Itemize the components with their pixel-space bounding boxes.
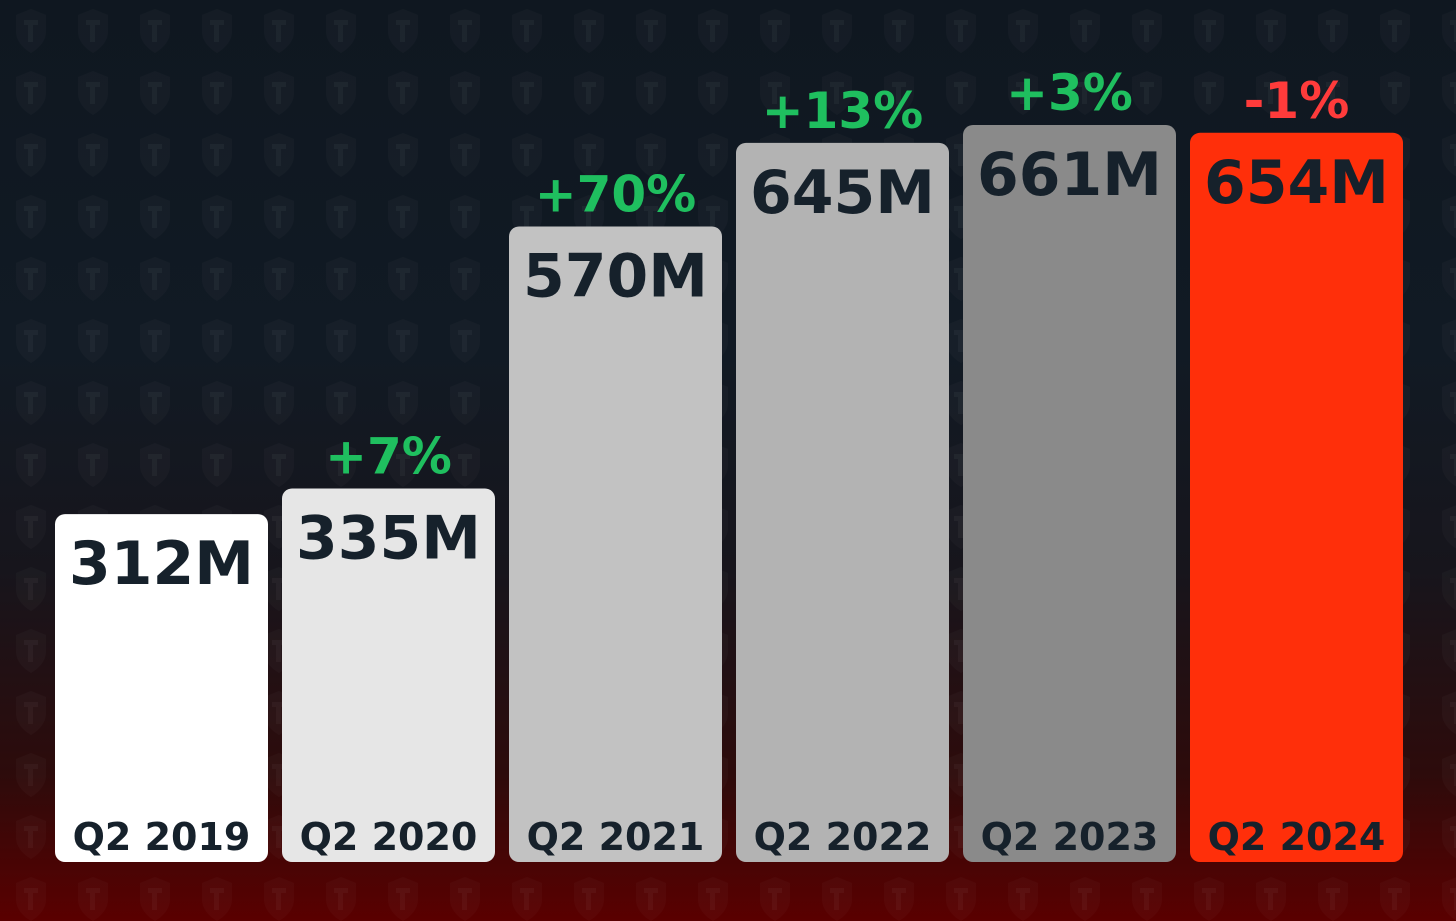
- change-label: +3%: [1006, 64, 1133, 122]
- value-label: 570M: [523, 241, 708, 311]
- category-label: Q2 2020: [300, 815, 478, 859]
- category-label: Q2 2024: [1208, 815, 1386, 859]
- bar-q2-2019: [55, 514, 268, 862]
- category-label: Q2 2019: [73, 815, 251, 859]
- category-label: Q2 2023: [981, 815, 1159, 859]
- change-label: +7%: [325, 427, 452, 485]
- value-label: 661M: [977, 140, 1162, 210]
- value-label: 335M: [296, 503, 481, 573]
- bar-q2-2022: [736, 142, 949, 863]
- bar-q2-2024: [1190, 132, 1403, 863]
- category-label: Q2 2021: [527, 815, 705, 859]
- bar-q2-2020: [282, 488, 495, 862]
- value-label: 645M: [750, 158, 935, 228]
- change-label: +70%: [535, 165, 697, 223]
- labels-layer: 312M Q2 2019 335M Q2 2020 +7% 570M Q2 2021 +70%…: [69, 64, 1389, 859]
- value-label: 312M: [69, 529, 254, 599]
- bars-layer: [55, 125, 1403, 863]
- category-label: Q2 2022: [754, 815, 932, 859]
- value-label: 654M: [1204, 148, 1389, 218]
- change-label: -1%: [1244, 72, 1350, 130]
- bar-q2-2021: [509, 226, 722, 862]
- bar-q2-2023: [963, 125, 1176, 862]
- change-label: +13%: [762, 82, 924, 140]
